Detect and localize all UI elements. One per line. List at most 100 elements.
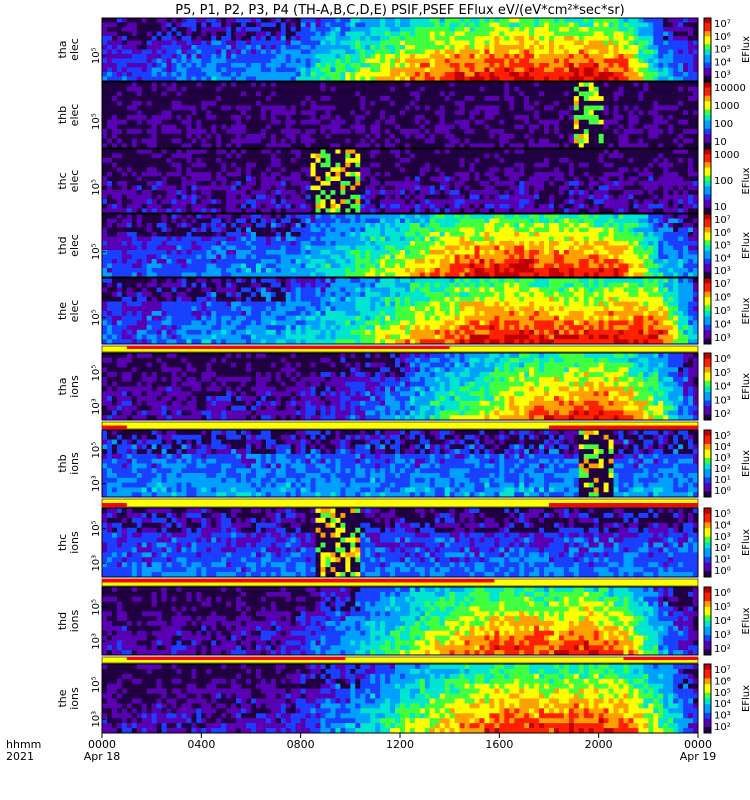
y-label: thaelec (56, 38, 81, 61)
spectrogram-thb-ions (102, 430, 698, 497)
colorbar-step (704, 464, 711, 467)
colorbar-step (704, 475, 711, 478)
colorbar-step (704, 157, 711, 160)
y-label: theelec (56, 300, 81, 323)
colorbar-step (704, 621, 711, 624)
colorbar-tick-label: 10⁶ (714, 228, 731, 239)
colorbar-step (704, 568, 711, 571)
colorbar-step (704, 563, 711, 566)
colorbar-step (704, 88, 711, 91)
colorbar-step (704, 690, 711, 693)
colorbar-step (704, 722, 711, 725)
colorbar-step (704, 235, 711, 238)
colorbar-step (704, 444, 711, 447)
colorbar-step (704, 121, 711, 124)
colorbar-tick-label: 100 (714, 119, 733, 130)
colorbar-step (704, 31, 711, 34)
y-tick-label: 10³ (91, 475, 102, 492)
y-label-species: ions (68, 687, 81, 710)
colorbar-step (704, 165, 711, 168)
colorbar-tick-label: 10¹ (714, 475, 731, 486)
y-label: thcions (56, 531, 81, 554)
colorbar-step (704, 719, 711, 722)
colorbar-tick-label: 10000 (714, 83, 746, 94)
y-label-species: ions (68, 531, 81, 554)
colorbar-step (704, 23, 711, 26)
colorbar-tick-label: 10² (714, 722, 731, 733)
colorbar-step (704, 107, 711, 110)
colorbar-step (704, 610, 711, 613)
spectrogram-thb-elec (102, 82, 698, 148)
colorbar-tick-label: 1000 (714, 150, 739, 161)
colorbar-step (704, 596, 711, 599)
colorbar-step (704, 29, 711, 32)
colorbar-tick-label: 10⁴ (714, 382, 731, 393)
colorbar-step (704, 99, 711, 102)
colorbar-step (704, 115, 711, 118)
colorbar-step (704, 590, 711, 593)
colorbar-step (704, 525, 711, 528)
y-tick-label: 10⁵ (91, 365, 102, 382)
colorbar-tick-label: 10⁵ (714, 431, 731, 442)
x-tick-label: 2000 (585, 738, 613, 751)
colorbar-step (704, 259, 711, 262)
mode-bar-red-bottom (549, 426, 698, 430)
colorbar-step (704, 486, 711, 489)
colorbar-step (704, 436, 711, 439)
colorbar-tick-label: 10 (714, 202, 727, 213)
colorbar-step (704, 548, 711, 551)
colorbar-step (704, 678, 711, 681)
colorbar-step (704, 60, 711, 63)
colorbar-step (704, 375, 711, 378)
colorbar-step (704, 704, 711, 707)
colorbar-step (704, 281, 711, 284)
colorbar-step (704, 110, 711, 113)
colorbar-step (704, 514, 711, 517)
colorbar-step (704, 701, 711, 704)
colorbar-step (704, 65, 711, 68)
colorbar-step (704, 240, 711, 243)
colorbar-step (704, 63, 711, 66)
colorbar-step (704, 472, 711, 475)
colorbar-step (704, 635, 711, 638)
colorbar-step (704, 289, 711, 292)
mode-bar (102, 579, 698, 586)
colorbar-step (704, 264, 711, 267)
colorbar-step (704, 73, 711, 76)
y-tick-label: 10⁵ (91, 520, 102, 537)
colorbar-label: EFlux (741, 450, 750, 477)
colorbar-step (704, 222, 711, 225)
colorbar-step (704, 123, 711, 126)
colorbar-step (704, 42, 711, 45)
colorbar-step (704, 339, 711, 342)
colorbar-step (704, 491, 711, 494)
colorbar-step (704, 251, 711, 254)
x-tick-label: 0800 (287, 738, 315, 751)
y-label-species: elec (68, 38, 81, 61)
colorbar-step (704, 403, 711, 406)
colorbar-step (704, 192, 711, 195)
colorbar-step (704, 194, 711, 197)
colorbar-step (704, 55, 711, 58)
spectrogram-tha-elec (102, 18, 698, 81)
colorbar-step (704, 387, 711, 390)
colorbar-step (704, 170, 711, 173)
colorbar-step (704, 438, 711, 441)
colorbar-step (704, 571, 711, 574)
colorbar-step (704, 248, 711, 251)
colorbar-step (704, 328, 711, 331)
spectrogram-the-elec (102, 278, 698, 344)
colorbar-step (704, 537, 711, 540)
colorbar-label: EFlux (741, 36, 750, 63)
colorbar-step (704, 186, 711, 189)
colorbar-tick-label: 10³ (714, 266, 731, 277)
colorbar-step (704, 710, 711, 713)
colorbar-step (704, 178, 711, 181)
